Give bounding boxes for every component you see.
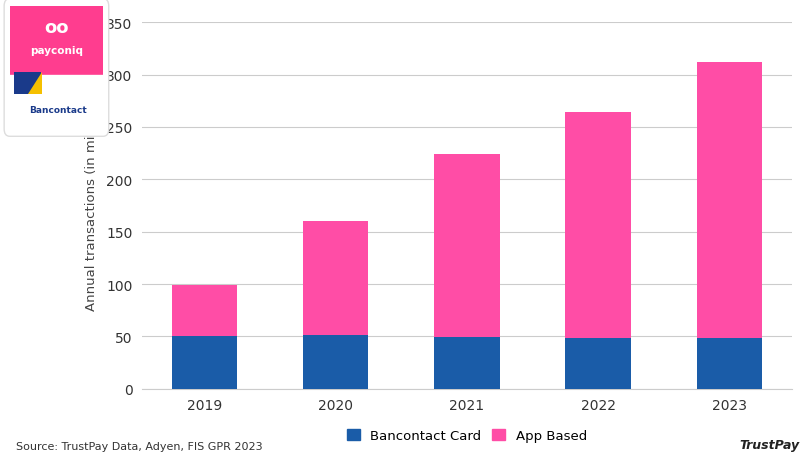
Bar bbox=[434, 338, 499, 389]
Text: Source: TrustPay Data, Adyen, FIS GPR 2023: Source: TrustPay Data, Adyen, FIS GPR 20… bbox=[16, 441, 263, 451]
Text: Bancontact: Bancontact bbox=[29, 106, 87, 114]
Text: oo: oo bbox=[44, 19, 69, 37]
Bar bbox=[696, 63, 762, 339]
Bar bbox=[171, 337, 237, 389]
Text: payconiq: payconiq bbox=[30, 46, 83, 56]
Bar bbox=[434, 155, 499, 338]
Bar bbox=[171, 286, 237, 337]
FancyBboxPatch shape bbox=[4, 0, 109, 75]
Text: TrustPay: TrustPay bbox=[739, 438, 799, 451]
Bar bbox=[696, 339, 762, 389]
FancyBboxPatch shape bbox=[4, 0, 109, 137]
Bar bbox=[564, 113, 630, 339]
Bar bbox=[564, 339, 630, 389]
Bar bbox=[15, 73, 41, 95]
Bar bbox=[303, 222, 368, 336]
Polygon shape bbox=[28, 73, 42, 95]
Y-axis label: Annual transactions (in million): Annual transactions (in million) bbox=[84, 102, 97, 310]
Bar bbox=[10, 58, 103, 68]
Bar bbox=[303, 336, 368, 389]
Legend: Bancontact Card, App Based: Bancontact Card, App Based bbox=[342, 425, 590, 446]
